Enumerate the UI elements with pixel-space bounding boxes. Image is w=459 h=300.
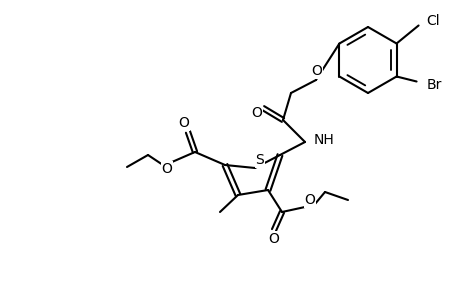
Text: O: O [178, 116, 189, 130]
Text: O: O [161, 162, 172, 176]
Text: O: O [311, 64, 322, 78]
Text: O: O [251, 106, 262, 120]
Text: O: O [268, 232, 279, 246]
Text: O: O [304, 193, 315, 207]
Text: Cl: Cl [425, 14, 439, 28]
Text: S: S [255, 153, 264, 167]
Text: Br: Br [425, 77, 441, 92]
Text: NH: NH [313, 133, 334, 147]
